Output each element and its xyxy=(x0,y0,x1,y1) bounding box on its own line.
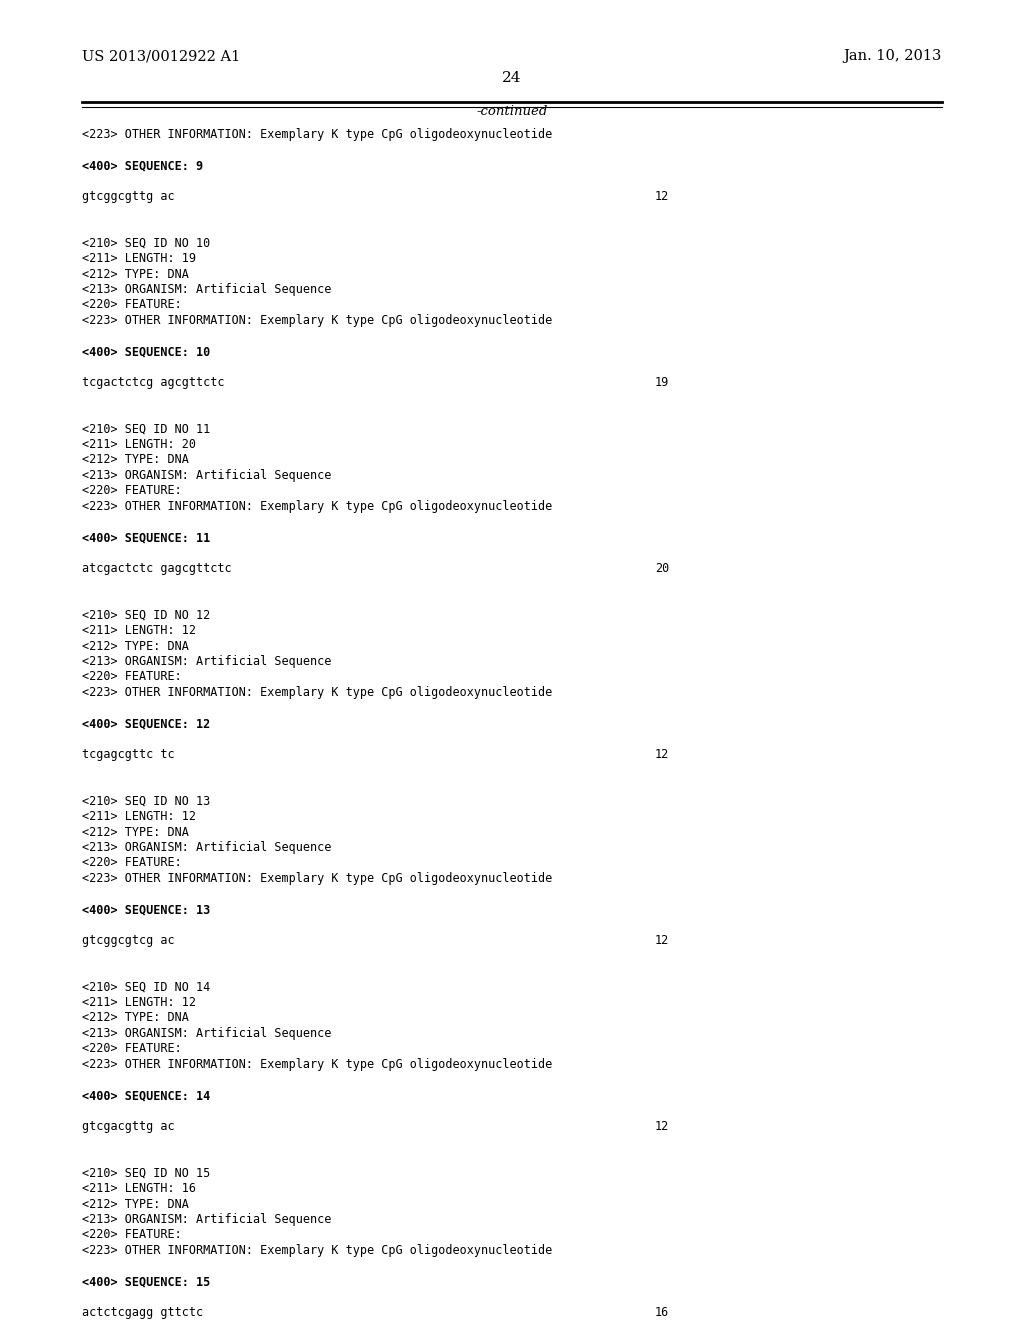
Text: <213> ORGANISM: Artificial Sequence: <213> ORGANISM: Artificial Sequence xyxy=(82,841,332,854)
Text: <210> SEQ ID NO 11: <210> SEQ ID NO 11 xyxy=(82,422,210,436)
Text: <210> SEQ ID NO 10: <210> SEQ ID NO 10 xyxy=(82,236,210,249)
Text: <400> SEQUENCE: 12: <400> SEQUENCE: 12 xyxy=(82,717,210,730)
Text: <210> SEQ ID NO 15: <210> SEQ ID NO 15 xyxy=(82,1167,210,1180)
Text: <223> OTHER INFORMATION: Exemplary K type CpG oligodeoxynucleotide: <223> OTHER INFORMATION: Exemplary K typ… xyxy=(82,128,552,141)
Text: <213> ORGANISM: Artificial Sequence: <213> ORGANISM: Artificial Sequence xyxy=(82,282,332,296)
Text: <400> SEQUENCE: 14: <400> SEQUENCE: 14 xyxy=(82,1089,210,1102)
Text: <213> ORGANISM: Artificial Sequence: <213> ORGANISM: Artificial Sequence xyxy=(82,1213,332,1226)
Text: <212> TYPE: DNA: <212> TYPE: DNA xyxy=(82,825,188,838)
Text: <400> SEQUENCE: 10: <400> SEQUENCE: 10 xyxy=(82,345,210,358)
Text: 24: 24 xyxy=(502,71,522,84)
Text: <210> SEQ ID NO 13: <210> SEQ ID NO 13 xyxy=(82,795,210,808)
Text: US 2013/0012922 A1: US 2013/0012922 A1 xyxy=(82,49,241,63)
Text: <220> FEATURE:: <220> FEATURE: xyxy=(82,484,181,498)
Text: <223> OTHER INFORMATION: Exemplary K type CpG oligodeoxynucleotide: <223> OTHER INFORMATION: Exemplary K typ… xyxy=(82,500,552,513)
Text: <223> OTHER INFORMATION: Exemplary K type CpG oligodeoxynucleotide: <223> OTHER INFORMATION: Exemplary K typ… xyxy=(82,1059,552,1071)
Text: <400> SEQUENCE: 9: <400> SEQUENCE: 9 xyxy=(82,158,203,172)
Text: gtcggcgttg ac: gtcggcgttg ac xyxy=(82,190,175,203)
Text: <223> OTHER INFORMATION: Exemplary K type CpG oligodeoxynucleotide: <223> OTHER INFORMATION: Exemplary K typ… xyxy=(82,686,552,700)
Text: <211> LENGTH: 20: <211> LENGTH: 20 xyxy=(82,438,196,451)
Text: atcgactctc gagcgttctc: atcgactctc gagcgttctc xyxy=(82,562,231,576)
Text: <212> TYPE: DNA: <212> TYPE: DNA xyxy=(82,454,188,466)
Text: tcgactctcg agcgttctc: tcgactctcg agcgttctc xyxy=(82,376,224,389)
Text: <223> OTHER INFORMATION: Exemplary K type CpG oligodeoxynucleotide: <223> OTHER INFORMATION: Exemplary K typ… xyxy=(82,873,552,884)
Text: actctcgagg gttctc: actctcgagg gttctc xyxy=(82,1305,203,1319)
Text: <211> LENGTH: 12: <211> LENGTH: 12 xyxy=(82,810,196,822)
Text: <220> FEATURE:: <220> FEATURE: xyxy=(82,298,181,312)
Text: <212> TYPE: DNA: <212> TYPE: DNA xyxy=(82,1011,188,1024)
Text: <223> OTHER INFORMATION: Exemplary K type CpG oligodeoxynucleotide: <223> OTHER INFORMATION: Exemplary K typ… xyxy=(82,1243,552,1257)
Text: <210> SEQ ID NO 14: <210> SEQ ID NO 14 xyxy=(82,981,210,994)
Text: <400> SEQUENCE: 11: <400> SEQUENCE: 11 xyxy=(82,531,210,544)
Text: 12: 12 xyxy=(655,1119,670,1133)
Text: <220> FEATURE:: <220> FEATURE: xyxy=(82,1043,181,1056)
Text: 12: 12 xyxy=(655,935,670,946)
Text: <211> LENGTH: 16: <211> LENGTH: 16 xyxy=(82,1181,196,1195)
Text: <223> OTHER INFORMATION: Exemplary K type CpG oligodeoxynucleotide: <223> OTHER INFORMATION: Exemplary K typ… xyxy=(82,314,552,327)
Text: <400> SEQUENCE: 13: <400> SEQUENCE: 13 xyxy=(82,903,210,916)
Text: <213> ORGANISM: Artificial Sequence: <213> ORGANISM: Artificial Sequence xyxy=(82,655,332,668)
Text: 12: 12 xyxy=(655,190,670,203)
Text: <213> ORGANISM: Artificial Sequence: <213> ORGANISM: Artificial Sequence xyxy=(82,1027,332,1040)
Text: 12: 12 xyxy=(655,748,670,762)
Text: <210> SEQ ID NO 12: <210> SEQ ID NO 12 xyxy=(82,609,210,622)
Text: <211> LENGTH: 12: <211> LENGTH: 12 xyxy=(82,997,196,1008)
Text: <211> LENGTH: 19: <211> LENGTH: 19 xyxy=(82,252,196,265)
Text: gtcggcgtcg ac: gtcggcgtcg ac xyxy=(82,935,175,946)
Text: <212> TYPE: DNA: <212> TYPE: DNA xyxy=(82,268,188,281)
Text: 20: 20 xyxy=(655,562,670,576)
Text: <220> FEATURE:: <220> FEATURE: xyxy=(82,1229,181,1242)
Text: <400> SEQUENCE: 15: <400> SEQUENCE: 15 xyxy=(82,1275,210,1288)
Text: 16: 16 xyxy=(655,1305,670,1319)
Text: -continued: -continued xyxy=(476,106,548,117)
Text: tcgagcgttc tc: tcgagcgttc tc xyxy=(82,748,175,762)
Text: 19: 19 xyxy=(655,376,670,389)
Text: Jan. 10, 2013: Jan. 10, 2013 xyxy=(844,49,942,63)
Text: <220> FEATURE:: <220> FEATURE: xyxy=(82,857,181,870)
Text: gtcgacgttg ac: gtcgacgttg ac xyxy=(82,1119,175,1133)
Text: <213> ORGANISM: Artificial Sequence: <213> ORGANISM: Artificial Sequence xyxy=(82,469,332,482)
Text: <212> TYPE: DNA: <212> TYPE: DNA xyxy=(82,639,188,652)
Text: <212> TYPE: DNA: <212> TYPE: DNA xyxy=(82,1197,188,1210)
Text: <211> LENGTH: 12: <211> LENGTH: 12 xyxy=(82,624,196,638)
Text: <220> FEATURE:: <220> FEATURE: xyxy=(82,671,181,684)
